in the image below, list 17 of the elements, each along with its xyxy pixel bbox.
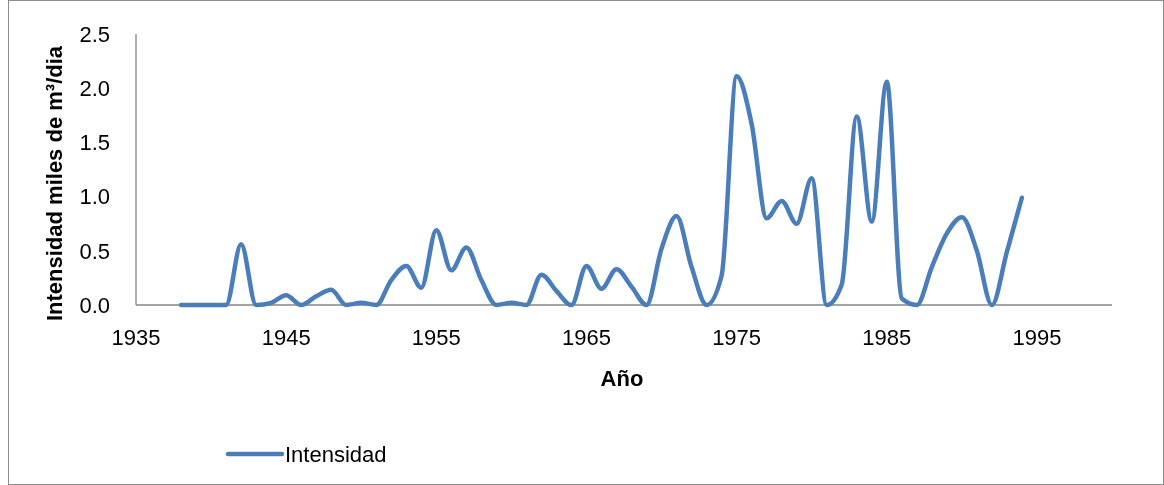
y-tick-label: 2.5 [79,21,110,47]
x-tick-label: 1955 [411,325,461,350]
y-tick-label: 1.0 [79,184,110,210]
line-series [178,74,1025,308]
x-tick-label: 1965 [561,325,611,350]
y-tick-label: 2.0 [79,75,110,101]
y-tick-label: 0.5 [79,238,110,264]
x-tick-label: 1995 [1012,325,1062,350]
x-axis-title: Año [600,366,644,391]
x-tick-label: 1945 [261,325,311,350]
y-axis-title: Intensidad miles de m³/dia [42,45,67,322]
y-tick-label: 0.0 [79,292,110,318]
y-tick-label: 1.5 [79,130,110,156]
x-tick-label: 1985 [862,325,912,350]
x-tick-label: 1935 [111,325,161,350]
x-tick-label: 1975 [712,325,762,350]
legend-label: Intensidad [285,441,387,467]
